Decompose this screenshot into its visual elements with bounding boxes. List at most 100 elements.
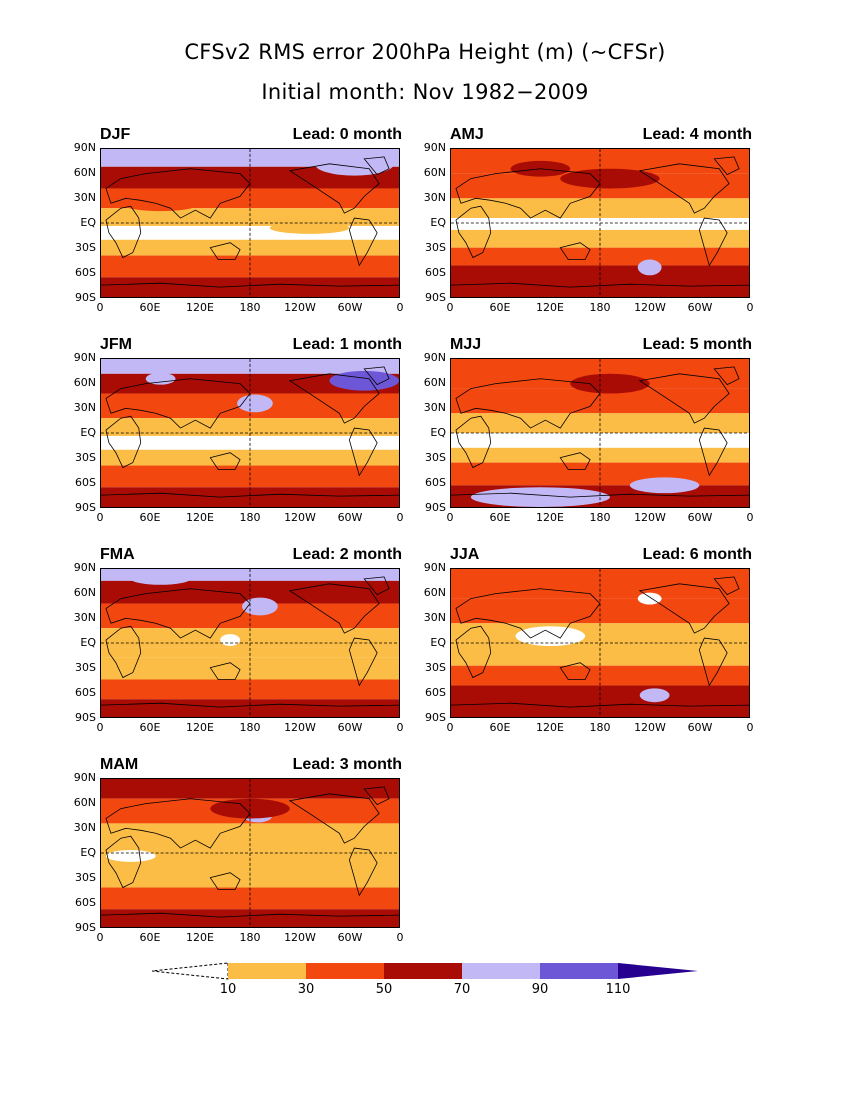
colorbar-high-triangle (618, 963, 698, 979)
x-tick-label: 120W (284, 301, 316, 314)
map-field (451, 149, 749, 297)
x-tick-label: 180 (589, 301, 611, 314)
season-label: DJF (100, 126, 131, 143)
coastline (105, 415, 142, 469)
x-tick-label: 120E (186, 511, 214, 524)
coastline (698, 217, 728, 267)
colorbar-box-90-110 (540, 963, 618, 979)
x-tick-label: 120W (284, 721, 316, 734)
contour-band (451, 645, 749, 666)
x-tick-label: 0 (446, 511, 454, 524)
y-tick-label: 90S (75, 921, 96, 934)
y-tick-label: 90S (425, 501, 446, 514)
map-panel-jfm: JFM Lead: 1 month 90N 60N 30N EQ 30S 60S 90S 0 6… (74, 336, 420, 526)
y-tick-label: 60N (73, 166, 96, 179)
contour-blob (130, 572, 191, 585)
map-panel-mjj: MJJ Lead: 5 month 90N 60N 30N EQ 30S 60S 90S 0 6… (424, 336, 770, 526)
x-tick-label: 60W (687, 301, 713, 314)
coastline (105, 625, 142, 679)
contour-blob (639, 688, 670, 703)
y-tick-label: 90S (75, 291, 96, 304)
x-tick-label: 0 (746, 721, 754, 734)
x-tick-label: 180 (239, 301, 261, 314)
contour-band (451, 247, 749, 266)
x-tick-label: 0 (96, 511, 104, 524)
y-tick-label: 60S (425, 476, 446, 489)
y-tick-label: 90N (73, 561, 96, 574)
y-tick-label: EQ (80, 216, 96, 229)
y-tick-label: 30S (75, 451, 96, 464)
coastline (348, 637, 378, 687)
x-tick-label: 120W (634, 301, 666, 314)
map-field (101, 569, 399, 717)
y-tick-label: 90N (73, 351, 96, 364)
y-tick-label: 60S (425, 266, 446, 279)
coastline (455, 625, 492, 679)
contour-blob (242, 597, 278, 616)
x-tick-label: 180 (589, 721, 611, 734)
coastline (455, 588, 601, 639)
y-tick-label: 60S (75, 476, 96, 489)
y-tick-label: 30N (73, 401, 96, 414)
y-tick-label: EQ (80, 846, 96, 859)
coastline (101, 492, 399, 498)
x-tick-label: 60E (139, 301, 161, 314)
x-tick-label: 120E (536, 511, 564, 524)
map-plot (100, 778, 400, 928)
map-panel-mam: MAM Lead: 3 month 90N 60N 30N EQ 30S 60S 90S 0 6… (74, 756, 420, 946)
y-tick-label: EQ (430, 636, 446, 649)
colorbar-box-50-70 (384, 963, 462, 979)
y-tick-label: 30N (423, 611, 446, 624)
y-tick-label: 60N (73, 586, 96, 599)
map-plot (450, 358, 750, 508)
coastline (209, 242, 241, 260)
lead-label: Lead: 6 month (642, 546, 752, 563)
contour-blob (637, 259, 662, 276)
x-tick-label: 0 (396, 721, 404, 734)
y-tick-label: 90N (423, 351, 446, 364)
colorbar-box-30-50 (306, 963, 384, 979)
figure-title-line1: CFSv2 RMS error 200hPa Height (m) (~CFSr… (184, 40, 666, 64)
map-plot (100, 358, 400, 508)
season-label: AMJ (450, 126, 484, 143)
figure-title-line2: Initial month: Nov 1982−2009 (261, 80, 589, 104)
coastline (105, 168, 251, 219)
map-plot (100, 148, 400, 298)
colorbar-box-10-30 (228, 963, 306, 979)
coastline (209, 452, 241, 470)
coastline (363, 786, 390, 806)
colorbar-low-triangle (151, 962, 229, 980)
lead-label: Lead: 4 month (642, 126, 752, 143)
x-tick-label: 120W (284, 511, 316, 524)
colorbar-graphic (151, 962, 698, 980)
coastline (288, 583, 380, 634)
y-tick-label: 90S (75, 711, 96, 724)
coastline (559, 452, 591, 470)
coastline (713, 576, 740, 596)
season-label: JFM (100, 336, 132, 353)
x-tick-label: 120W (634, 511, 666, 524)
coastline (101, 912, 399, 918)
x-tick-label: 120E (536, 721, 564, 734)
coastline (105, 205, 142, 259)
season-label: JJA (450, 546, 480, 563)
x-tick-label: 180 (239, 721, 261, 734)
y-tick-label: 90S (425, 711, 446, 724)
x-tick-label: 60W (337, 931, 363, 944)
colorbar-label: 70 (453, 982, 471, 997)
contour-band (101, 166, 399, 189)
y-tick-label: EQ (80, 426, 96, 439)
y-tick-label: 90N (73, 771, 96, 784)
coastline (288, 793, 380, 844)
contour-blob (105, 850, 156, 862)
x-tick-label: 120E (186, 721, 214, 734)
y-tick-label: 60N (73, 376, 96, 389)
x-tick-label: 180 (589, 511, 611, 524)
coastline (638, 373, 730, 424)
y-tick-label: 60S (75, 266, 96, 279)
contour-band (101, 255, 399, 278)
map-panel-djf: DJF Lead: 0 month 90N 60N 30N EQ 30S 60S 90S 0 6… (74, 126, 420, 316)
x-tick-label: 60W (687, 721, 713, 734)
coastline (105, 835, 142, 889)
x-tick-label: 0 (746, 511, 754, 524)
